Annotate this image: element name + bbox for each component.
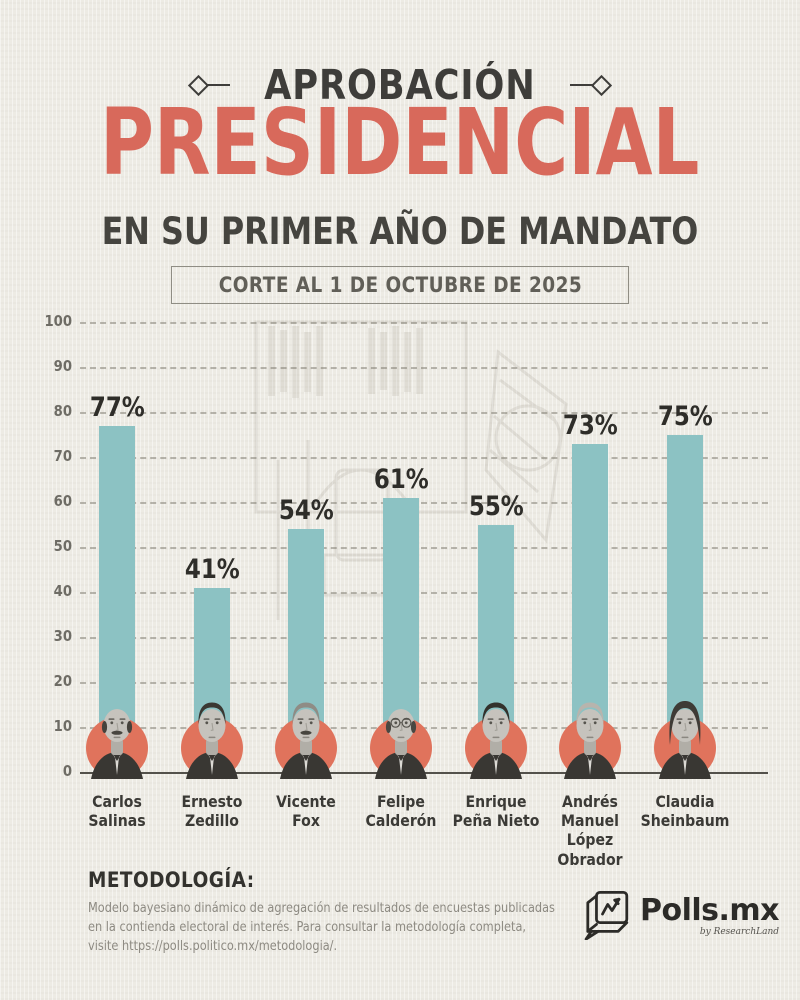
left-diamond-ornament-icon xyxy=(188,74,231,96)
grid-line xyxy=(80,547,768,549)
polls-logo-icon xyxy=(584,890,629,940)
y-tick-label: 90 xyxy=(53,357,72,375)
bar-value-label: 61% xyxy=(373,463,429,495)
y-tick-label: 60 xyxy=(53,492,72,510)
methodology-block: METODOLOGÍA: Modelo bayesiano dinámico d… xyxy=(88,868,568,956)
president-portrait-photo xyxy=(91,709,143,779)
president-portrait xyxy=(369,697,433,779)
polls-mx-logo: Polls.mx by ResearchLand xyxy=(580,888,780,940)
president-portrait xyxy=(464,697,528,779)
grid-line xyxy=(80,502,768,504)
president-portrait xyxy=(558,697,622,779)
president-portrait-photo xyxy=(186,702,238,779)
grid-line xyxy=(80,412,768,414)
president-name-label: Enrique Peña Nieto xyxy=(452,792,540,831)
subtitle: EN SU PRIMER AÑO DE MANDATO xyxy=(101,210,699,253)
main-title: PRESIDENCIAL xyxy=(100,89,700,196)
y-tick-label: 80 xyxy=(53,402,72,420)
bar-value-label: 41% xyxy=(184,553,240,585)
president-portrait xyxy=(180,697,244,779)
kicker-title: APROBACIÓN xyxy=(264,61,536,109)
bar-value-label: 73% xyxy=(562,409,618,441)
logo-tagline: by ResearchLand xyxy=(699,927,780,937)
president-portrait xyxy=(274,697,338,779)
y-tick-label: 100 xyxy=(44,312,72,330)
kicker-row: APROBACIÓN xyxy=(0,61,800,109)
president-portrait-photo xyxy=(659,701,711,779)
bar-value-label: 55% xyxy=(468,490,524,522)
bar-value-label: 77% xyxy=(89,391,145,423)
president-portrait-photo xyxy=(470,702,522,779)
president-portrait-photo xyxy=(375,709,427,779)
president-name-label: Felipe Calderón xyxy=(365,792,437,831)
badge-row: CORTE AL 1 DE OCTUBRE DE 2025 xyxy=(0,266,800,304)
bar-value-label: 75% xyxy=(657,400,713,432)
grid-line xyxy=(80,637,768,639)
grid-line xyxy=(80,322,768,324)
president-name-label: Carlos Salinas xyxy=(88,792,146,831)
y-tick-label: 70 xyxy=(53,447,72,465)
president-portrait xyxy=(85,697,149,779)
right-diamond-ornament-icon xyxy=(569,74,612,96)
y-tick-label: 40 xyxy=(53,582,72,600)
grid-line xyxy=(80,367,768,369)
y-tick-label: 0 xyxy=(62,762,72,780)
president-name-label: Andrés Manuel López Obrador xyxy=(557,792,623,869)
president-portrait-photo xyxy=(280,702,332,779)
date-cutoff-badge: CORTE AL 1 DE OCTUBRE DE 2025 xyxy=(170,266,630,304)
y-tick-label: 50 xyxy=(53,537,72,555)
bar-value-label: 54% xyxy=(278,495,334,526)
y-tick-label: 30 xyxy=(53,627,72,645)
grid-line xyxy=(80,592,768,594)
y-tick-label: 10 xyxy=(53,717,72,735)
president-name-label: Claudia Sheinbaum xyxy=(640,792,730,831)
president-portrait xyxy=(653,697,717,779)
grid-line xyxy=(80,682,768,684)
methodology-body: Modelo bayesiano dinámico de agregación … xyxy=(88,900,555,955)
president-name-label: Vicente Fox xyxy=(276,792,336,831)
y-tick-label: 20 xyxy=(53,672,72,690)
president-portrait-photo xyxy=(564,702,616,779)
methodology-heading: METODOLOGÍA: xyxy=(88,868,255,892)
president-name-label: Ernesto Zedillo xyxy=(181,792,243,831)
grid-line xyxy=(80,457,768,459)
logo-text: Polls.mx by ResearchLand xyxy=(640,888,780,938)
logo-name: Polls.mx xyxy=(640,893,780,928)
